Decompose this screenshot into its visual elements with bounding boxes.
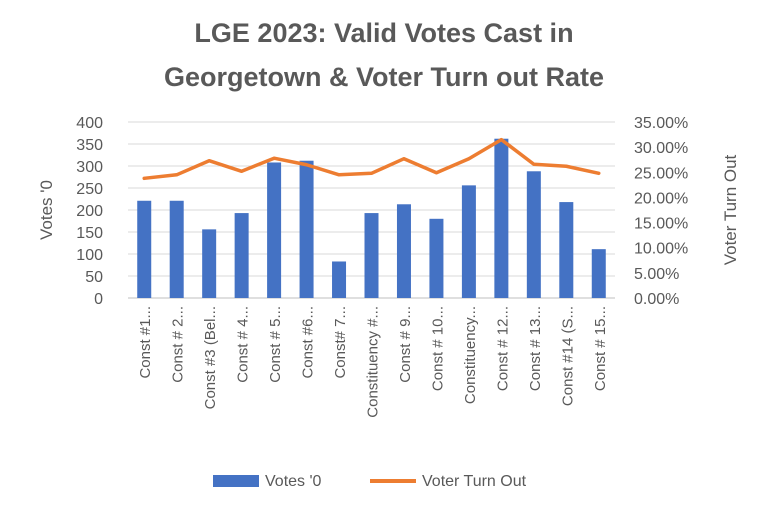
x-category-label: Const # 15...: [592, 306, 609, 391]
y-right-tick-label: 20.00%: [634, 190, 688, 207]
y-right-tick-labels: 35.00% 30.00% 25.00% 20.00% 15.00% 10.00% 5.00…: [634, 115, 688, 308]
y-left-tick-label: 0: [94, 291, 103, 308]
y-left-tick-label: 250: [76, 181, 103, 198]
bar-votes: [234, 213, 249, 298]
point-turnout: [564, 164, 568, 168]
x-category-label: Const # 5...: [267, 306, 284, 383]
y-left-axis-label: Votes '0: [37, 180, 56, 240]
y-right-tick-label: 10.00%: [634, 241, 688, 258]
bar-votes: [332, 261, 347, 298]
y-right-tick-label: 25.00%: [634, 165, 688, 182]
y-right-tick-label: 35.00%: [634, 115, 688, 132]
x-category-label: Const# 7...: [332, 306, 349, 379]
x-category-label: Const # 10...: [429, 306, 446, 391]
point-turnout: [499, 138, 503, 142]
bar-votes: [461, 185, 476, 298]
bars-group: [137, 138, 606, 298]
bar-votes: [169, 200, 184, 298]
y-left-tick-label: 100: [76, 247, 103, 264]
x-category-label: Const #14 (S...: [559, 306, 576, 406]
point-turnout: [434, 171, 438, 175]
point-turnout: [532, 162, 536, 166]
point-turnout: [467, 157, 471, 161]
y-right-tick-label: 0.00%: [634, 291, 679, 308]
x-category-label: Constituency #...: [365, 306, 382, 418]
x-category-label: Const # 13...: [527, 306, 544, 391]
point-turnout: [337, 173, 341, 177]
y-left-tick-label: 200: [76, 203, 103, 220]
point-turnout: [175, 173, 179, 177]
bar-votes: [364, 213, 379, 298]
point-turnout: [597, 171, 601, 175]
x-category-label: Const # 12...: [494, 306, 511, 391]
point-turnout: [142, 176, 146, 180]
point-turnout: [402, 157, 406, 161]
point-turnout: [305, 163, 309, 167]
bar-votes: [494, 138, 509, 298]
bar-votes: [137, 200, 152, 298]
x-category-label: Const # 2...: [170, 306, 187, 383]
x-category-label: Const # 9...: [397, 306, 414, 383]
x-category-label: Const #1...: [137, 306, 154, 379]
point-turnout: [370, 171, 373, 175]
point-turnout: [272, 156, 276, 160]
point-turnout: [207, 159, 211, 163]
bar-votes: [526, 171, 541, 298]
legend-label-turnout: Voter Turn Out: [422, 473, 527, 490]
y-right-tick-label: 5.00%: [634, 266, 679, 283]
legend-label-votes: Votes '0: [265, 473, 322, 490]
chart-title-line-1: LGE 2023: Valid Votes Cast in: [194, 18, 573, 48]
bar-votes: [299, 160, 314, 298]
legend-swatch-votes: [213, 475, 259, 487]
y-left-tick-label: 150: [76, 225, 103, 242]
x-category-label: Const #6...: [300, 306, 317, 379]
y-left-tick-label: 300: [76, 159, 103, 176]
y-left-tick-label: 50: [85, 269, 103, 286]
y-right-tick-label: 15.00%: [634, 216, 688, 233]
y-left-tick-labels: 400 350 300 250 200 150 100 50 0: [76, 115, 103, 308]
line-group: [142, 137, 601, 181]
bar-votes: [396, 204, 411, 298]
x-category-label: Constituency...: [462, 306, 479, 404]
bar-votes: [202, 229, 217, 298]
y-right-axis-label: Voter Turn Out: [721, 154, 740, 265]
chart-title-line-2: Georgetown & Voter Turn out Rate: [164, 62, 604, 92]
bar-votes: [267, 162, 282, 298]
legend: Votes '0 Voter Turn Out: [213, 473, 527, 490]
y-left-tick-label: 350: [76, 137, 103, 154]
x-category-label: Const # 4...: [235, 306, 252, 383]
y-left-tick-label: 400: [76, 115, 103, 132]
bar-votes: [591, 249, 606, 298]
x-category-label: Const #3 (Bel...: [202, 306, 219, 409]
bar-votes: [429, 218, 444, 298]
point-turnout: [240, 169, 244, 173]
bar-votes: [559, 202, 574, 298]
x-category-labels: Const #1... Const # 2... Const #3 (Bel... C…: [137, 306, 609, 418]
y-right-tick-label: 30.00%: [634, 140, 688, 157]
